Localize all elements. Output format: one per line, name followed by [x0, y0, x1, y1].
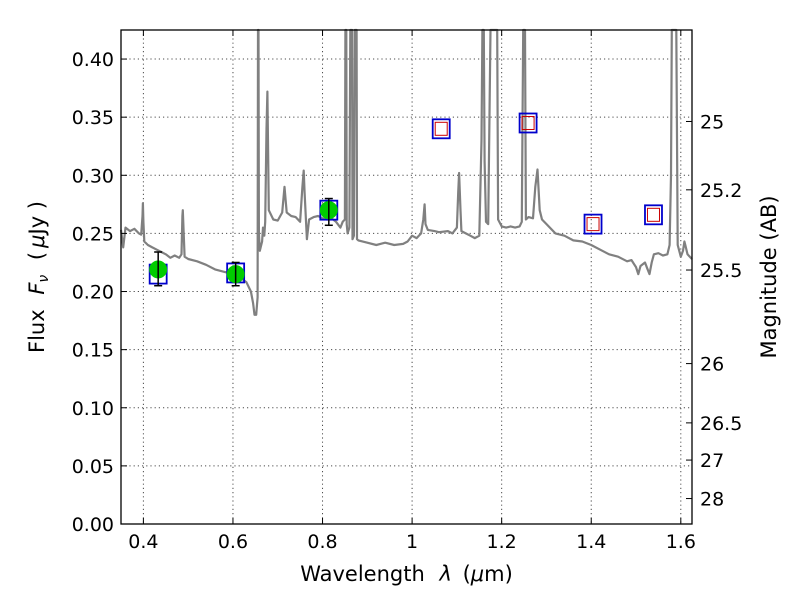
y-axis-label: Flux Fν (μJy )	[25, 201, 53, 353]
observed-point-layer	[149, 197, 338, 287]
y-tick-label: 0.35	[72, 107, 114, 129]
model-photometry-box	[518, 112, 538, 134]
right-tick-label: 25	[700, 111, 724, 133]
observed-photometry-box	[646, 207, 660, 222]
x-tick-label: 1.2	[487, 531, 517, 553]
x-tick-label: 1	[406, 531, 418, 553]
right-tick-label: 28	[700, 489, 724, 511]
right-tick-label: 27	[700, 450, 724, 472]
model-spectrum-line	[119, 28, 693, 316]
right-tick-label: 25.5	[700, 260, 742, 282]
y-tick-label: 0.40	[72, 49, 114, 71]
x-tick-label: 1.6	[666, 531, 696, 553]
tick-layer: 0.4 0.6 0.8 1 1.2 1.4 1.6 0.00 0.05 0.10 0.15 0.20 0…	[72, 30, 742, 553]
right-tick-label: 26.5	[700, 413, 742, 435]
observed-photometry-box	[521, 115, 535, 130]
y-tick-label: 0.30	[72, 165, 114, 187]
grid-layer	[121, 30, 692, 525]
model-photometry-box	[583, 213, 603, 235]
observed-photometry-box	[434, 121, 448, 136]
x-tick-label: 0.4	[128, 531, 158, 553]
right-tick-label: 26	[700, 354, 724, 376]
y-tick-label: 0.00	[72, 514, 114, 536]
y-tick-label: 0.20	[72, 282, 114, 304]
x-tick-label: 0.8	[307, 531, 337, 553]
x-tick-label: 0.6	[218, 531, 248, 553]
model-photometry-box	[431, 118, 451, 140]
y-tick-label: 0.05	[72, 456, 114, 478]
right-tick-label: 25.2	[700, 180, 742, 202]
upper-box-layer	[434, 115, 660, 232]
y-tick-label: 0.25	[72, 223, 114, 245]
model-box-layer	[148, 112, 663, 285]
y-tick-label: 0.10	[72, 398, 114, 420]
observed-photometry-box	[586, 217, 600, 232]
x-axis-label: Wavelength λ (μm)	[300, 562, 513, 586]
model-photometry-box	[644, 204, 663, 226]
y-tick-label: 0.15	[72, 340, 114, 362]
x-tick-label: 1.4	[576, 531, 606, 553]
spectrum-layer	[119, 28, 693, 316]
plot-frame	[120, 29, 693, 525]
right-axis-label: Magnitude (AB)	[757, 195, 781, 358]
